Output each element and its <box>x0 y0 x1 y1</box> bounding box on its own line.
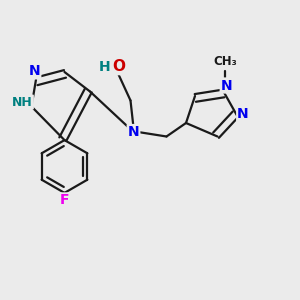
Text: F: F <box>60 194 69 207</box>
Text: N: N <box>237 107 249 121</box>
Text: NH: NH <box>12 95 33 109</box>
Text: N: N <box>29 64 40 78</box>
Text: H: H <box>98 60 110 74</box>
Text: N: N <box>221 79 232 92</box>
Text: N: N <box>128 125 139 139</box>
Text: CH₃: CH₃ <box>214 55 238 68</box>
Text: O: O <box>112 59 125 74</box>
